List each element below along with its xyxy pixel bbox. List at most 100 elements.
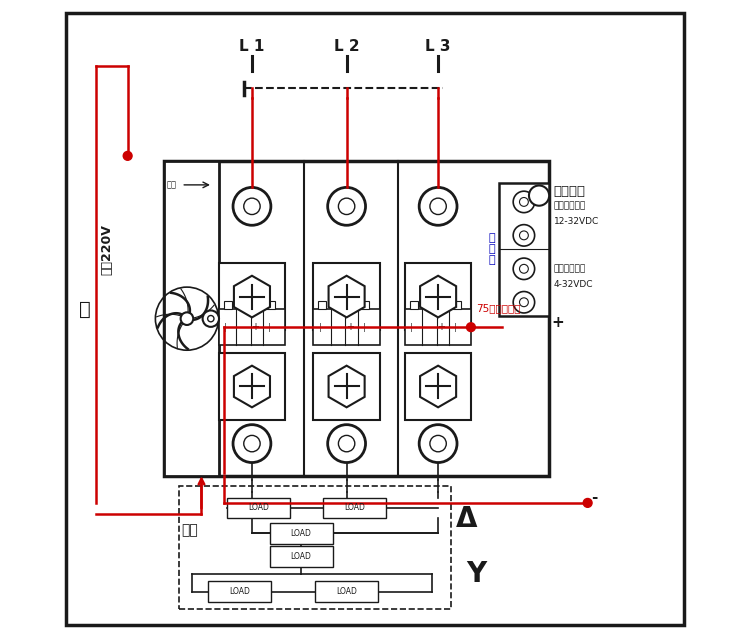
Circle shape [430,198,446,215]
Polygon shape [420,366,456,408]
Circle shape [419,187,457,225]
Text: Y: Y [466,560,486,588]
Circle shape [419,425,457,463]
Bar [164,161,219,476]
Circle shape [520,264,528,273]
Bar [266,301,274,309]
Text: LOAD: LOAD [291,529,311,538]
Text: ～: ～ [79,300,91,319]
Circle shape [466,323,476,331]
Circle shape [338,198,355,215]
Bar [269,522,333,543]
Bar [269,546,333,567]
Text: 控制信号并联: 控制信号并联 [554,264,586,273]
Bar [208,582,271,602]
Polygon shape [234,276,270,317]
Polygon shape [234,366,270,408]
Polygon shape [328,276,364,317]
Text: -: - [592,490,598,505]
Text: -: - [334,322,337,332]
Text: 温控开关: 温控开关 [554,185,586,198]
Bar [333,301,341,309]
Text: +: + [552,315,565,329]
Text: |: | [268,322,271,332]
Bar [224,301,232,309]
Text: 75度温度开关: 75度温度开关 [476,304,520,313]
Circle shape [233,187,271,225]
Circle shape [244,198,260,215]
Circle shape [338,435,355,452]
Bar [179,486,451,609]
Circle shape [513,292,535,313]
Text: L 3: L 3 [425,38,451,54]
Text: Δ: Δ [456,505,477,533]
Bar [438,301,446,309]
Text: +: + [251,322,259,332]
Text: |: | [410,322,413,332]
Text: |: | [363,322,365,332]
Bar [346,301,355,309]
Circle shape [520,298,528,307]
Circle shape [123,151,132,160]
Text: 控制信号串联: 控制信号串联 [554,201,586,210]
Bar [219,353,285,420]
Text: -: - [238,322,242,332]
Bar [361,301,369,309]
Text: 4-32VDC: 4-32VDC [554,280,593,289]
Circle shape [529,186,549,206]
Circle shape [520,231,528,240]
Text: LOAD: LOAD [229,587,250,596]
Bar [314,309,380,345]
Text: 默认220V: 默认220V [100,224,113,274]
Circle shape [202,310,219,327]
Text: 接
线
端: 接 线 端 [488,233,495,265]
Text: LOAD: LOAD [336,587,357,596]
Bar [500,183,548,316]
Circle shape [244,435,260,452]
Circle shape [584,498,592,507]
Text: +: + [346,322,354,332]
Text: |: | [224,322,226,332]
Text: +: + [437,322,446,332]
Circle shape [513,225,535,246]
Text: L 1: L 1 [239,38,265,54]
Bar [315,582,378,602]
Bar [323,497,386,519]
Bar [452,301,460,309]
Text: 12-32VDC: 12-32VDC [554,217,598,226]
Bar [219,309,285,345]
Text: |: | [319,322,322,332]
Bar [252,301,260,309]
Bar [226,497,290,519]
Bar [238,301,246,309]
Bar [424,301,433,309]
Bar [318,301,326,309]
Text: 风向: 风向 [166,180,177,189]
Text: 风扇: 风扇 [182,523,199,537]
Circle shape [513,258,535,280]
Bar [314,264,380,329]
Text: |: | [454,322,457,332]
Bar [314,353,380,420]
Circle shape [328,425,365,463]
Text: 上海月盛电子: 上海月盛电子 [265,362,385,395]
Bar [405,353,471,420]
Bar [219,264,285,329]
Circle shape [208,316,214,322]
Bar [410,301,418,309]
Polygon shape [420,276,456,317]
Bar [405,309,471,345]
Bar [164,161,548,476]
Circle shape [233,425,271,463]
Text: LOAD: LOAD [344,504,365,512]
Circle shape [181,312,194,325]
Text: -: - [425,322,428,332]
Text: L 2: L 2 [334,38,359,54]
Circle shape [520,198,528,206]
Bar [405,264,471,329]
Text: LOAD: LOAD [291,552,311,561]
Circle shape [430,435,446,452]
Circle shape [328,187,365,225]
Circle shape [513,191,535,213]
Text: LOAD: LOAD [248,504,268,512]
